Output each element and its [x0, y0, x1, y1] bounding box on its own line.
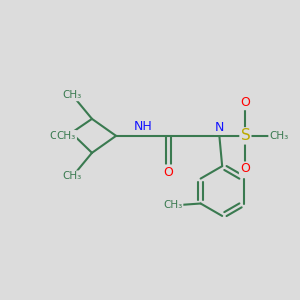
Text: CH₃: CH₃: [163, 200, 182, 210]
Text: O: O: [164, 166, 173, 178]
Text: O: O: [240, 96, 250, 109]
Text: O: O: [240, 163, 250, 176]
Text: NH: NH: [134, 120, 152, 133]
Text: S: S: [241, 128, 250, 143]
Text: CH₃: CH₃: [57, 131, 76, 141]
Text: CH₃: CH₃: [62, 171, 82, 181]
Text: CH₃: CH₃: [269, 131, 288, 141]
Text: N: N: [215, 121, 224, 134]
Text: CH₃: CH₃: [62, 90, 82, 100]
Text: CH₃: CH₃: [50, 131, 69, 141]
